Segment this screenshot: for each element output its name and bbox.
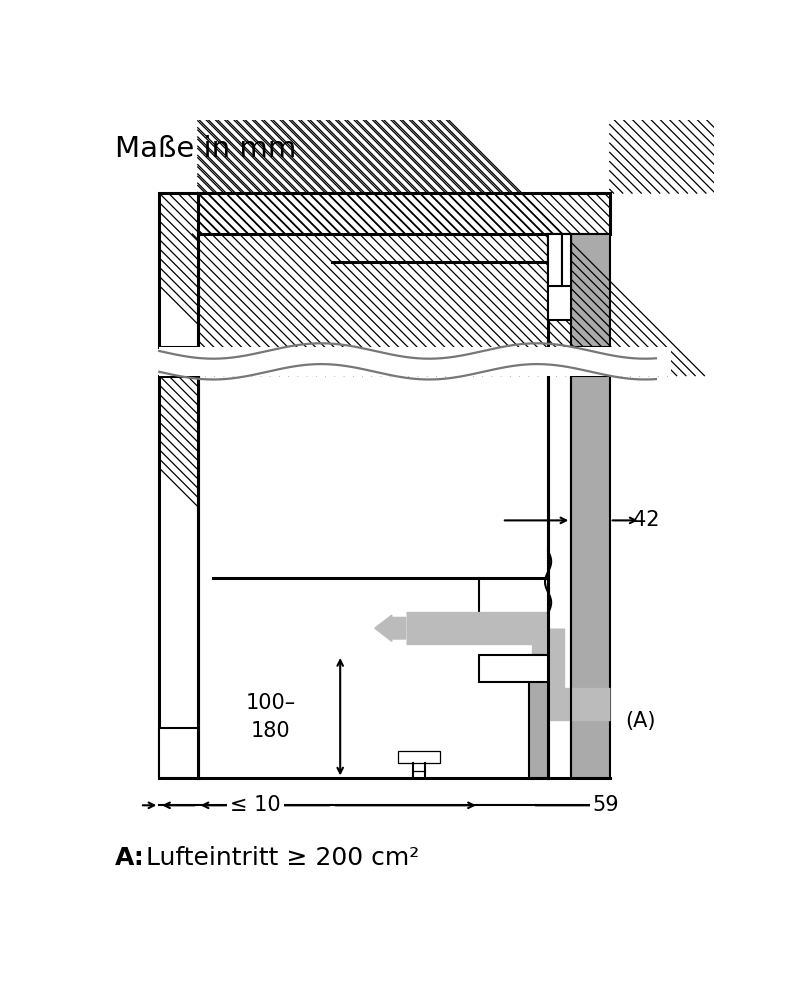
Text: A:: A: [115, 846, 145, 870]
Text: 59: 59 [593, 795, 619, 815]
Text: 180: 180 [251, 721, 291, 741]
Text: 100–: 100– [246, 693, 296, 713]
Bar [562, 234, 572, 286]
Bar [572, 376, 610, 778]
Bar [159, 728, 197, 778]
Bar [159, 376, 197, 778]
Bar [159, 347, 671, 376]
Bar [548, 234, 562, 286]
Bar [159, 193, 197, 347]
Text: 42: 42 [633, 510, 659, 530]
Bar [529, 655, 548, 778]
Bar [197, 193, 610, 234]
Text: ≤ 10: ≤ 10 [230, 795, 281, 815]
Bar [548, 234, 572, 320]
Bar [572, 234, 610, 347]
Text: Lufteintritt ≥ 200 cm²: Lufteintritt ≥ 200 cm² [139, 846, 419, 870]
Bar [478, 655, 548, 682]
FancyArrow shape [375, 615, 406, 641]
Text: Maße in mm: Maße in mm [115, 135, 297, 163]
Text: (A): (A) [625, 711, 656, 731]
Bar [398, 751, 440, 763]
